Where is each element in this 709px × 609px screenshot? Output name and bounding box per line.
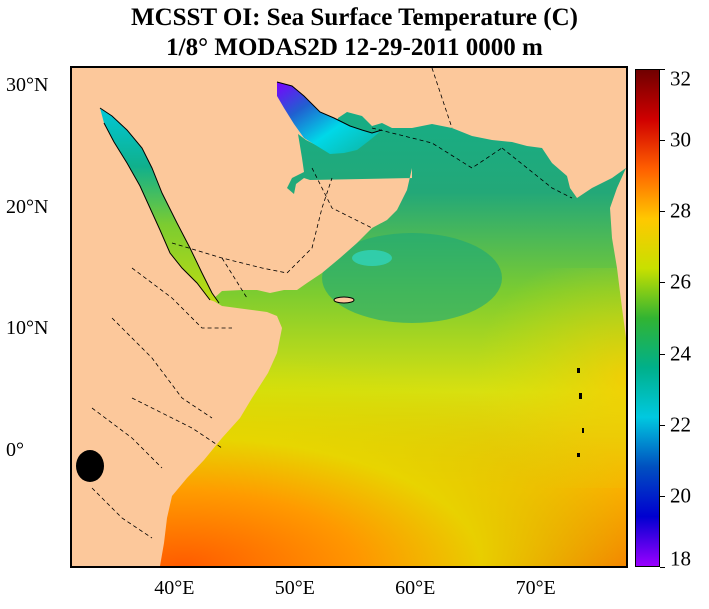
colorbar-tick-label: 30 xyxy=(670,127,691,152)
sst-map xyxy=(70,66,628,568)
socotra-island xyxy=(333,296,355,304)
sst-map-canvas xyxy=(72,68,626,566)
colorbar-tick-label: 26 xyxy=(670,269,691,294)
persian-gulf xyxy=(277,82,382,154)
colorbar-tick-label: 22 xyxy=(670,412,691,437)
coastlines xyxy=(99,81,383,304)
colorbar-tick-label: 24 xyxy=(670,341,691,366)
x-tick-label: 70°E xyxy=(515,577,556,599)
colorbar-tick xyxy=(660,69,665,70)
colorbar-tick xyxy=(660,424,665,426)
colorbar-tick-label: 20 xyxy=(670,483,691,508)
colorbar-tick-label: 28 xyxy=(670,198,691,223)
colorbar-tick xyxy=(660,353,665,355)
colorbar-tick-label: 32 xyxy=(670,66,691,91)
map-title: MCSST OI: Sea Surface Temperature (C) xyxy=(131,4,578,31)
y-tick-label: 10°N xyxy=(6,317,49,340)
colorbar-tick xyxy=(660,211,665,213)
lake-victoria xyxy=(76,450,104,482)
colorbar-tick xyxy=(660,495,665,497)
y-tick-label: 30°N xyxy=(6,74,49,97)
x-tick-label: 60°E xyxy=(395,577,436,599)
country-borders xyxy=(91,68,573,539)
land-africa-arabia xyxy=(72,68,626,566)
red-sea xyxy=(100,108,219,303)
colorbar-tick xyxy=(660,282,665,284)
y-tick-label: 20°N xyxy=(6,195,49,218)
colorbar-tick-label: 18 xyxy=(670,546,691,571)
y-tick-label: 0° xyxy=(6,438,24,461)
land-india xyxy=(610,168,626,338)
colorbar-tick xyxy=(660,567,665,568)
x-tick-label: 40°E xyxy=(154,577,195,599)
colorbar-tick xyxy=(660,140,665,142)
x-tick-label: 50°E xyxy=(274,577,315,599)
map-subtitle: 1/8° MODAS2D 12-29-2011 0000 m xyxy=(166,34,543,61)
cyan-patch xyxy=(352,250,392,266)
colorbar xyxy=(635,69,660,567)
